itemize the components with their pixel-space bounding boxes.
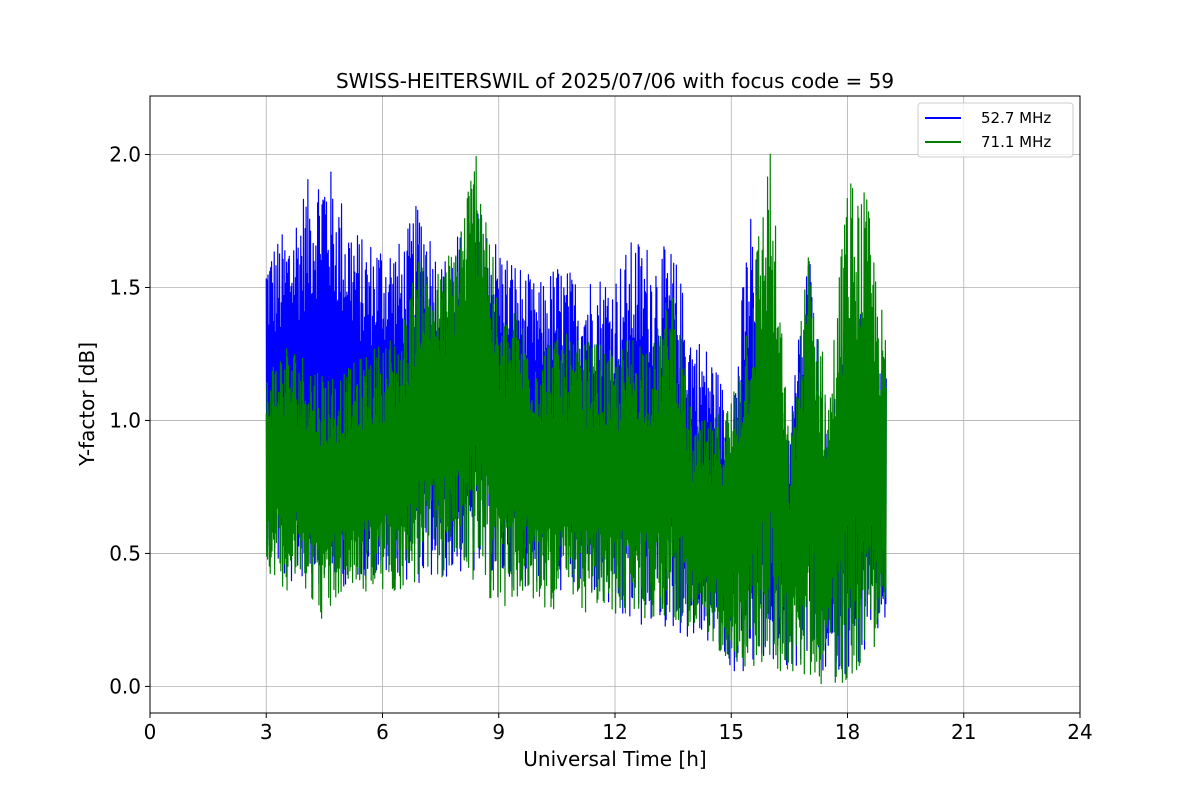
x-tick-label: 12 <box>602 720 627 744</box>
x-tick-label: 18 <box>835 720 860 744</box>
y-axis-label: Y-factor [dB] <box>75 342 99 467</box>
x-tick-label: 3 <box>260 720 273 744</box>
y-tick-label: 1.0 <box>109 408 141 432</box>
y-axis: 0.0 0.5 1.0 1.5 2.0 <box>109 143 150 698</box>
y-tick-label: 2.0 <box>109 143 141 167</box>
y-tick-label: 0.5 <box>109 541 141 565</box>
legend-box <box>917 102 1074 158</box>
chart-title: SWISS-HEITERSWIL of 2025/07/06 with focu… <box>336 69 894 93</box>
x-tick-label: 6 <box>376 720 389 744</box>
x-tick-label: 15 <box>719 720 744 744</box>
series-line-1 <box>265 153 887 685</box>
legend-entry-label: 71.1 MHz <box>981 133 1051 151</box>
x-tick-label: 0 <box>144 720 157 744</box>
series-layer <box>265 153 887 685</box>
y-tick-label: 0.0 <box>109 674 141 698</box>
x-tick-label: 21 <box>951 720 976 744</box>
y-tick-label: 1.5 <box>109 275 141 299</box>
x-tick-label: 24 <box>1067 720 1092 744</box>
x-tick-label: 9 <box>492 720 505 744</box>
x-axis-label: Universal Time [h] <box>523 747 706 771</box>
legend-entry-label: 52.7 MHz <box>981 109 1051 127</box>
x-axis: 0 3 6 9 12 15 18 21 24 <box>144 713 1093 744</box>
legend: 52.7 MHz 71.1 MHz <box>917 102 1074 158</box>
